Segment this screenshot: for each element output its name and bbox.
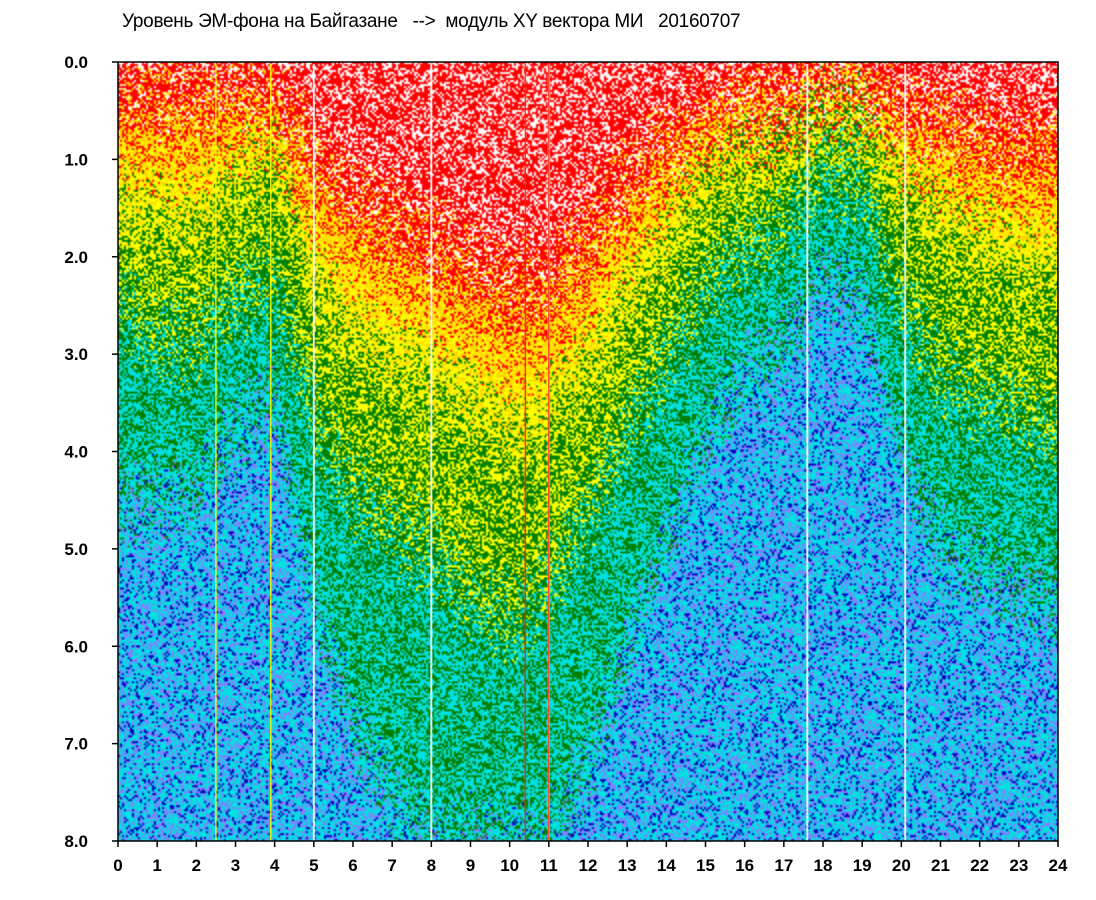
x-tick-label: 16 xyxy=(735,856,754,875)
x-tick-label: 3 xyxy=(231,856,240,875)
x-tick-label: 19 xyxy=(853,856,872,875)
x-tick-label: 4 xyxy=(270,856,280,875)
y-axis: 0.0 1.0 2.0 3.0 4.0 5.0 6.0 7.0 8.0 xyxy=(64,53,118,851)
x-tick-label: 11 xyxy=(540,856,558,875)
x-tick-label: 20 xyxy=(892,856,911,875)
x-tick-label: 13 xyxy=(618,856,637,875)
chart-title: Уровень ЭМ-фона на Байгазане --> модуль … xyxy=(122,11,741,32)
x-tick-label: 22 xyxy=(970,856,989,875)
x-tick-label: 6 xyxy=(348,856,357,875)
x-tick-label: 10 xyxy=(500,856,519,875)
x-tick-label: 14 xyxy=(657,856,676,875)
x-tick-label: 18 xyxy=(814,856,833,875)
x-tick-label: 7 xyxy=(387,856,396,875)
x-tick-label: 5 xyxy=(309,856,318,875)
y-tick-label: 4.0 xyxy=(64,443,88,462)
x-tick-label: 17 xyxy=(774,856,793,875)
x-tick-label: 1 xyxy=(152,856,161,875)
y-tick-label: 6.0 xyxy=(64,637,88,656)
y-tick-label: 8.0 xyxy=(64,832,88,851)
x-tick-label: 21 xyxy=(931,856,950,875)
y-tick-label: 2.0 xyxy=(64,248,88,267)
x-tick-label: 9 xyxy=(466,856,475,875)
y-tick-label: 7.0 xyxy=(64,735,88,754)
x-tick-label: 23 xyxy=(1009,856,1028,875)
x-tick-label: 8 xyxy=(427,856,436,875)
x-tick-label: 12 xyxy=(579,856,598,875)
plot-area xyxy=(118,62,1058,841)
y-tick-label: 3.0 xyxy=(64,345,88,364)
heatmap-raster xyxy=(118,62,1058,841)
x-tick-label: 0 xyxy=(113,856,122,875)
y-tick-label: 5.0 xyxy=(64,540,88,559)
y-tick-label: 0.0 xyxy=(64,53,88,72)
x-tick-label: 2 xyxy=(192,856,201,875)
x-tick-label: 24 xyxy=(1049,856,1068,875)
x-axis: 0 1 2 3 4 5 6 7 8 9 10 11 12 13 14 15 16 17 18 19 20 21 22 23 24 xyxy=(113,841,1068,875)
x-tick-label: 15 xyxy=(696,856,715,875)
y-tick-label: 1.0 xyxy=(64,150,88,169)
vertical-streaks xyxy=(215,64,907,841)
